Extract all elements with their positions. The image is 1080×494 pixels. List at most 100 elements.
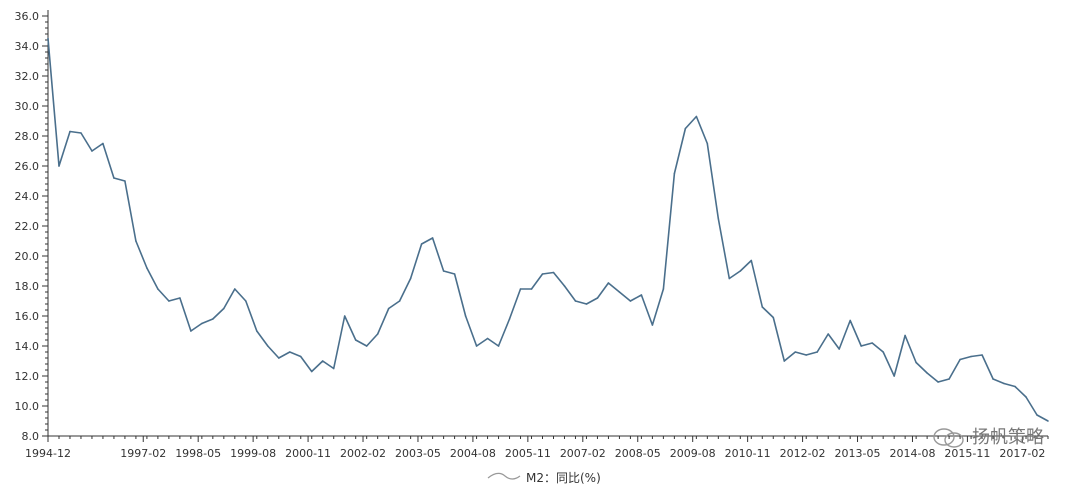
x-tick-label: 1998-05 — [175, 447, 221, 460]
series-line — [47, 38, 1049, 422]
x-tick-label: 2003-05 — [395, 447, 441, 460]
data-point — [651, 324, 654, 326]
legend: M2：同比(%) — [487, 471, 601, 485]
x-tick-label: 2002-02 — [340, 447, 386, 460]
data-point — [135, 240, 137, 242]
data-point — [508, 318, 511, 320]
data-point — [453, 273, 456, 275]
data-point — [310, 370, 313, 373]
data-point — [629, 300, 632, 302]
data-point — [464, 315, 467, 317]
data-point — [772, 316, 775, 319]
x-tick-label: 2015-11 — [944, 447, 990, 460]
data-point — [212, 318, 214, 320]
y-tick-label: 24.0 — [15, 190, 40, 203]
y-tick-label: 18.0 — [15, 280, 40, 293]
x-tick-label: 2000-11 — [285, 447, 331, 460]
y-tick-label: 28.0 — [15, 130, 40, 143]
data-point — [201, 322, 203, 325]
x-tick-label: 2017-02 — [999, 447, 1045, 460]
data-point — [1003, 382, 1005, 385]
data-point — [585, 303, 588, 305]
data-point — [1036, 414, 1038, 416]
data-point — [673, 172, 676, 175]
x-axis: 1994-12 1997-02 1998-05 1999-08 2000-11 2002-… — [25, 435, 1049, 460]
data-point — [288, 351, 291, 353]
data-point — [69, 130, 71, 133]
data-point — [168, 300, 170, 302]
x-tick-label: 2014-08 — [889, 447, 935, 460]
data-point — [574, 300, 577, 302]
data-point — [882, 351, 884, 353]
y-tick-label: 10.0 — [15, 400, 40, 413]
x-tick-label: 2010-11 — [725, 447, 771, 460]
data-point — [376, 333, 379, 335]
data-point — [497, 345, 500, 347]
data-point — [640, 294, 643, 296]
data-point — [838, 348, 841, 350]
y-tick-label: 36.0 — [15, 10, 40, 23]
x-tick-label: 2013-05 — [835, 447, 881, 460]
data-point — [530, 288, 533, 290]
x-tick-label: 1997-02 — [120, 447, 166, 460]
data-point — [717, 217, 720, 220]
data-point — [157, 288, 159, 290]
data-point — [926, 372, 928, 374]
data-point — [992, 378, 994, 380]
y-tick-label: 14.0 — [15, 340, 40, 353]
data-point — [190, 330, 192, 332]
data-point — [981, 354, 983, 356]
y-tick-label: 22.0 — [15, 220, 40, 233]
x-tick-label: 2012-02 — [780, 447, 826, 460]
data-point — [179, 297, 181, 299]
data-point — [124, 180, 126, 182]
data-point — [948, 378, 950, 380]
data-point — [607, 282, 610, 284]
data-point — [904, 334, 906, 337]
data-point — [299, 355, 302, 358]
data-point — [541, 273, 544, 275]
y-tick-label: 12.0 — [15, 370, 40, 383]
data-point — [365, 345, 368, 347]
y-tick-label: 30.0 — [15, 100, 40, 113]
x-tick-label: 2004-08 — [450, 447, 496, 460]
data-point — [761, 306, 764, 308]
watermark: 扬帆策略 — [932, 423, 1044, 449]
wechat-icon — [933, 428, 964, 448]
data-point — [80, 132, 82, 134]
series-group — [47, 37, 1049, 422]
x-tick-label: 2005-11 — [505, 447, 551, 460]
data-point — [893, 375, 895, 377]
x-tick-label: 1994-12 — [25, 447, 71, 460]
data-point — [794, 351, 797, 353]
data-point — [146, 267, 148, 269]
data-point — [398, 300, 401, 302]
y-axis: 8.0 10.0 12.0 14.0 16.0 18.0 20.0 22.0 24.0 26.0 2… — [15, 10, 49, 443]
data-point — [1014, 385, 1016, 388]
data-point — [519, 288, 522, 290]
y-tick-label: 8.0 — [22, 430, 40, 443]
data-point — [739, 270, 742, 272]
data-point — [871, 342, 873, 344]
data-point — [387, 307, 390, 310]
data-point — [47, 37, 49, 40]
data-point — [431, 237, 434, 239]
y-tick-label: 34.0 — [15, 40, 40, 53]
x-tick-label: 2009-08 — [670, 447, 716, 460]
data-point — [783, 360, 786, 362]
data-point — [937, 381, 939, 383]
data-point — [113, 177, 115, 179]
data-point — [486, 337, 489, 340]
data-point — [58, 165, 60, 167]
x-tick-label: 2007-02 — [560, 447, 606, 460]
data-point — [234, 288, 236, 290]
data-point — [695, 115, 698, 118]
data-point — [1025, 396, 1027, 398]
data-point — [618, 291, 621, 293]
legend-line-icon — [487, 472, 521, 480]
data-point — [102, 142, 104, 145]
data-point — [91, 150, 93, 152]
data-point — [420, 243, 423, 245]
data-point — [684, 127, 687, 130]
x-tick-label: 2008-05 — [615, 447, 661, 460]
